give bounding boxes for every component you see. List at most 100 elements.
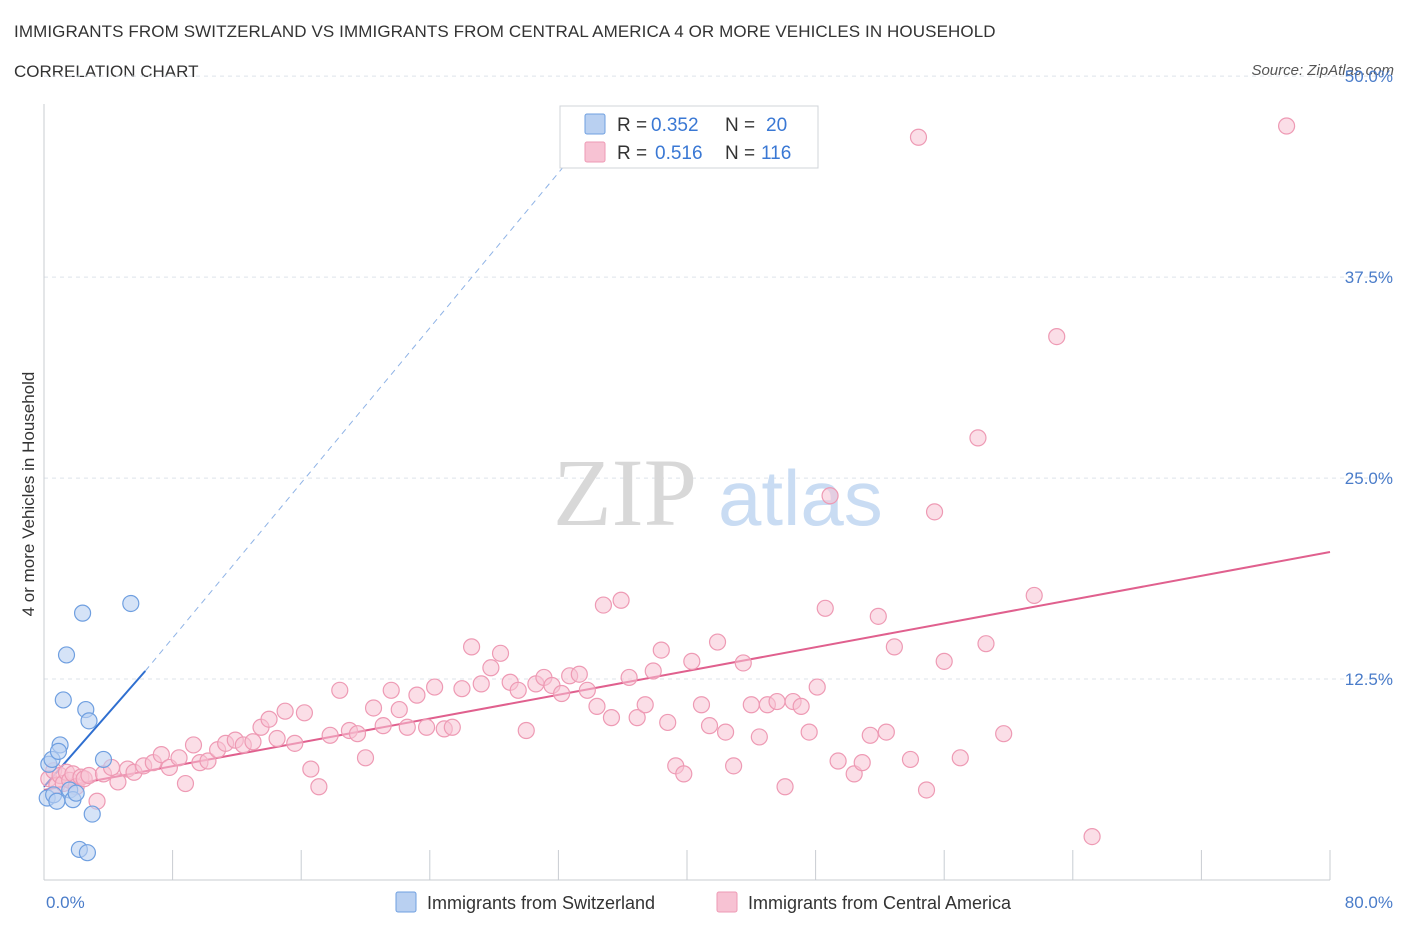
data-point-central-america (417, 718, 436, 736)
data-point-central-america (244, 733, 262, 751)
legend-n-label-2: N = (725, 143, 755, 164)
y-tick-label: 37.5% (1345, 268, 1393, 287)
data-point-central-america (491, 644, 510, 662)
data-point-central-america (348, 725, 367, 743)
y-tick-label: 12.5% (1345, 670, 1393, 689)
data-point-central-america (302, 760, 320, 778)
data-point-central-america (509, 681, 527, 699)
data-point-central-america (816, 599, 834, 617)
data-point-central-america (909, 128, 928, 146)
x-tick-label-min: 0.0% (46, 893, 85, 912)
data-point-switzerland (80, 712, 98, 730)
data-point-central-america (199, 752, 217, 770)
chart-title: IMMIGRANTS FROM SWITZERLAND VS IMMIGRANT… (14, 22, 996, 41)
data-point-central-america (869, 607, 887, 625)
data-point-central-america (553, 684, 571, 703)
data-point-central-america (734, 654, 752, 672)
data-point-central-america (426, 678, 444, 696)
data-point-central-america (935, 652, 953, 670)
data-point-central-america (588, 697, 606, 715)
data-point-central-america (176, 774, 195, 793)
data-point-switzerland (49, 742, 68, 760)
source-credit: Source: ZipAtlas.com (1251, 62, 1394, 79)
x-tick-label-max: 80.0% (1345, 893, 1393, 912)
data-point-central-america (1025, 586, 1043, 605)
data-point-switzerland (54, 691, 72, 709)
data-point-central-america (482, 659, 500, 677)
data-point-central-america (951, 749, 969, 767)
data-point-central-america (917, 781, 936, 799)
data-point-central-america (768, 692, 786, 711)
data-point-central-america (1277, 117, 1296, 135)
data-point-central-america (152, 745, 170, 764)
data-point-central-america (356, 749, 375, 767)
data-point-central-america (683, 652, 701, 670)
trendline-switzerland-extrapolated (144, 124, 599, 672)
data-point-central-america (570, 665, 588, 683)
data-point-switzerland (57, 646, 76, 664)
data-point-central-america (602, 709, 621, 727)
data-point-central-america (675, 765, 693, 783)
data-point-central-america (594, 596, 613, 614)
bottom-legend-label-switzerland: Immigrants from Switzerland (427, 893, 655, 913)
data-point-central-america (716, 723, 735, 741)
data-point-central-america (260, 710, 278, 728)
data-point-central-america (792, 697, 810, 715)
data-point-central-america (364, 699, 383, 717)
watermark-atlas: atlas (718, 454, 883, 542)
legend-r-value-1: 0.352 (651, 115, 699, 136)
data-point-switzerland (83, 805, 101, 823)
data-point-central-america (295, 704, 314, 722)
data-point-central-america (276, 702, 294, 720)
data-point-central-america (1083, 827, 1101, 846)
data-point-central-america (374, 717, 392, 735)
data-point-central-america (659, 713, 677, 732)
data-point-central-america (408, 686, 426, 704)
data-point-central-america (620, 668, 638, 687)
data-point-central-america (268, 729, 286, 748)
data-point-central-america (286, 734, 304, 752)
data-point-central-america (390, 700, 408, 719)
data-point-central-america (310, 778, 328, 796)
data-point-central-america (700, 717, 719, 735)
bottom-legend-label-central-america: Immigrants from Central America (748, 893, 1012, 913)
data-point-central-america (462, 638, 481, 656)
data-point-central-america (331, 681, 349, 699)
legend-r-value-2: 0.516 (655, 143, 703, 164)
legend-swatch-central-america (584, 141, 606, 163)
data-point-central-america (742, 696, 760, 714)
data-point-central-america (517, 721, 535, 740)
series-switzerland-points (38, 594, 140, 862)
data-point-central-america (80, 766, 98, 785)
data-point-central-america (861, 726, 879, 744)
y-tick-label: 50.0% (1345, 67, 1393, 86)
data-point-central-america (453, 680, 471, 698)
y-tick-label: 25.0% (1345, 469, 1393, 488)
data-point-central-america (636, 696, 654, 714)
series-central-america-points (40, 117, 1296, 846)
data-point-switzerland (94, 750, 113, 769)
data-point-central-america (885, 638, 903, 656)
data-point-central-america (776, 778, 794, 796)
data-point-switzerland (122, 594, 140, 613)
data-point-central-america (977, 635, 995, 653)
data-point-central-america (652, 641, 670, 659)
data-point-central-america (398, 718, 416, 736)
data-point-central-america (995, 725, 1013, 743)
data-point-central-america (382, 681, 400, 699)
data-point-central-america (725, 757, 743, 775)
data-point-central-america (808, 678, 826, 696)
data-point-central-america (644, 662, 662, 680)
y-axis-label: 4 or more Vehicles in Household (19, 372, 38, 617)
data-point-central-america (821, 487, 839, 505)
data-point-central-america (612, 591, 630, 609)
data-point-central-america (853, 754, 871, 772)
x-axis-ticks (172, 850, 1331, 880)
data-point-switzerland (67, 784, 85, 802)
legend-n-label-1: N = (725, 115, 755, 136)
bottom-legend-swatch-switzerland (395, 891, 417, 913)
bottom-legend-swatch-central-america (716, 891, 738, 913)
data-point-central-america (829, 752, 847, 770)
bottom-legend: Immigrants from Switzerland Immigrants f… (395, 891, 1012, 913)
